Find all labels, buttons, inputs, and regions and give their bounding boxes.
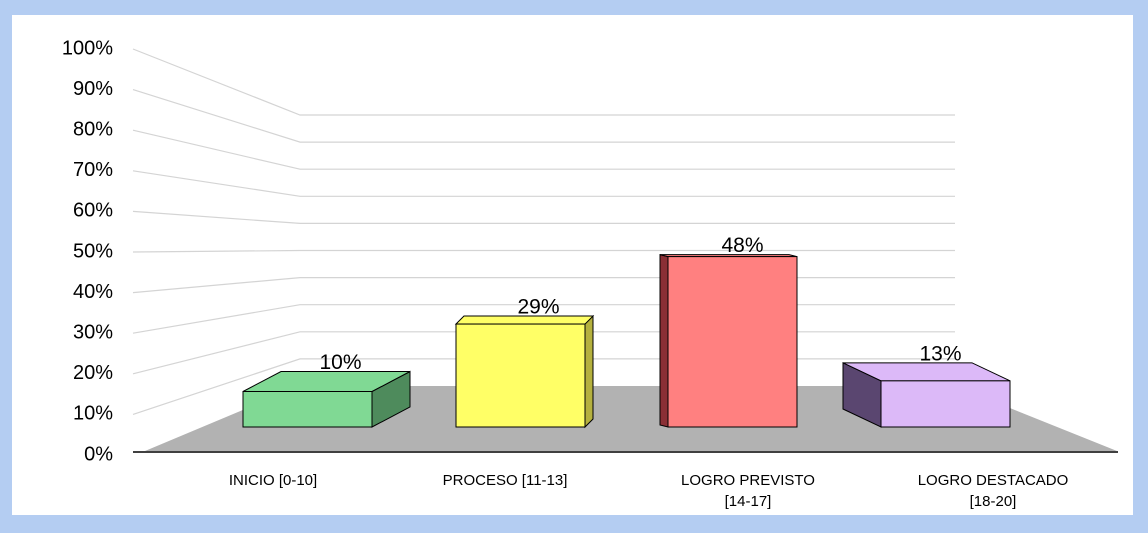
y-tick-label: 80%: [73, 118, 113, 140]
x-tick-label: INICIO [0-10]: [229, 472, 317, 489]
y-tick-label: 20%: [73, 362, 113, 384]
y-tick-label: 30%: [73, 321, 113, 343]
bar: [880, 380, 1011, 428]
grid-line: [132, 210, 955, 224]
data-label: 48%: [721, 234, 763, 257]
y-tick-label: 50%: [73, 240, 113, 262]
grid-line: [132, 89, 955, 143]
data-label: 29%: [517, 296, 559, 319]
data-label: 13%: [919, 342, 961, 365]
bar: [667, 256, 798, 428]
grid-line: [132, 249, 955, 253]
x-tick-label: PROCESO [11-13]: [443, 472, 568, 489]
grid-line: [132, 170, 955, 197]
bar: [455, 323, 586, 428]
y-tick-label: 0%: [84, 443, 113, 465]
x-tick-label: LOGRO DESTACADO [18-20]: [918, 472, 1069, 510]
x-tick-label: LOGRO PREVISTO [14-17]: [681, 472, 815, 510]
y-tick-label: 60%: [73, 200, 113, 222]
bar: [242, 391, 373, 428]
y-tick-label: 90%: [73, 78, 113, 100]
bar-side: [659, 253, 669, 428]
bar-side: [584, 314, 594, 429]
y-tick-label: 70%: [73, 159, 113, 181]
y-tick-label: 10%: [73, 403, 113, 425]
grid-line: [132, 48, 955, 116]
data-label: 10%: [319, 351, 361, 374]
y-tick-label: 40%: [73, 281, 113, 303]
grid-line: [132, 129, 955, 170]
y-tick-label: 100%: [62, 37, 113, 59]
